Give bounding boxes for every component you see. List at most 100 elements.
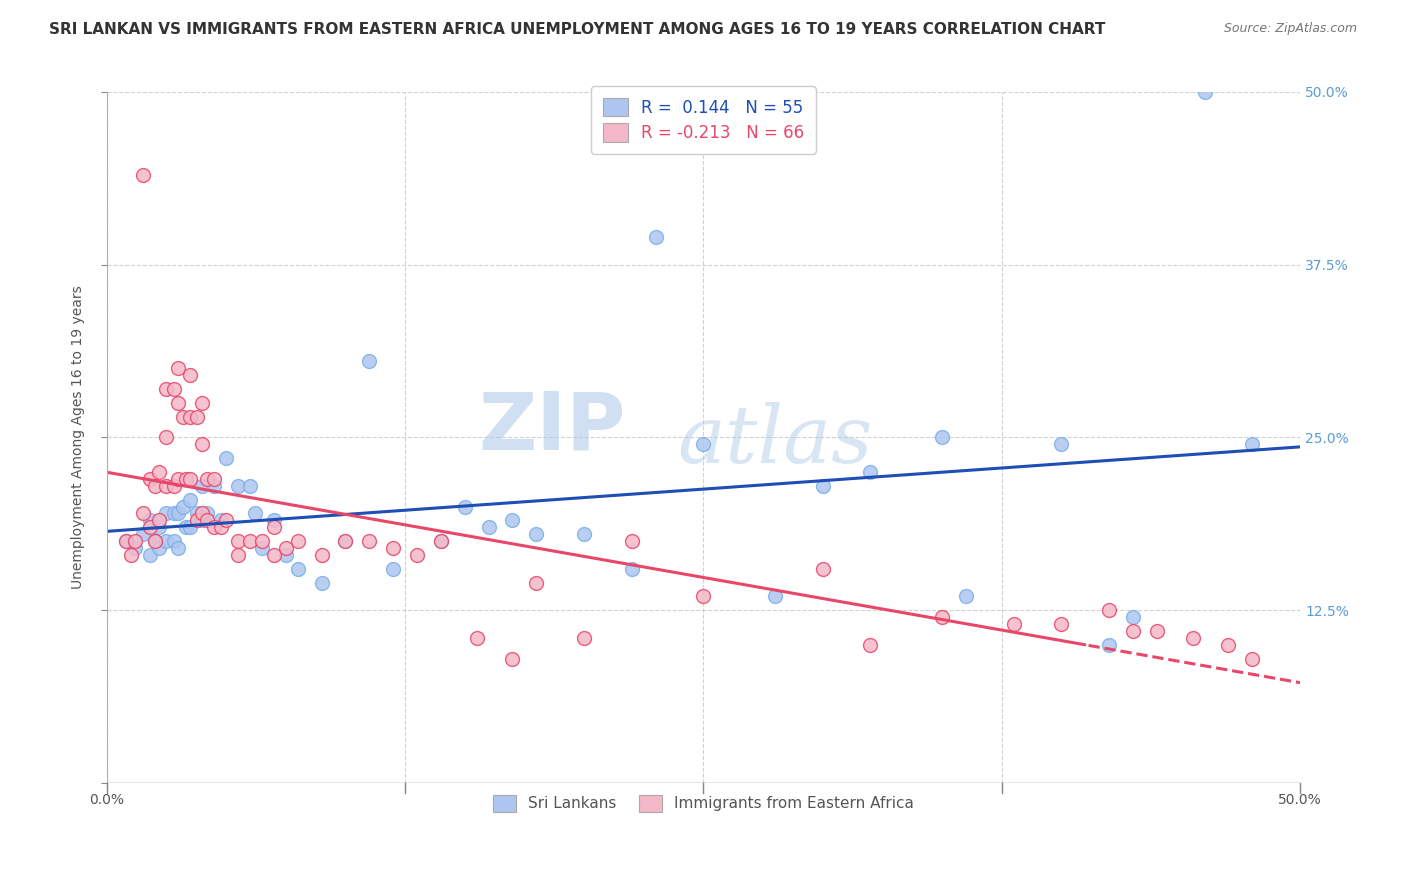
Point [250, 534, 273, 549]
Point [454, 500, 477, 514]
Point [692, 590, 714, 604]
Point [155, 382, 177, 396]
Point [174, 520, 197, 534]
Point [1050, 617, 1073, 632]
Point [162, 507, 184, 521]
Point [1002, 617, 1025, 632]
Point [148, 513, 170, 527]
Point [274, 548, 297, 562]
Point [172, 409, 194, 424]
Point [955, 590, 977, 604]
Point [195, 472, 218, 486]
Point [191, 437, 214, 451]
Point [148, 520, 170, 534]
Point [148, 465, 170, 479]
Point [811, 562, 834, 576]
Point [382, 562, 405, 576]
Point [179, 472, 201, 486]
Point [250, 541, 273, 555]
Point [215, 451, 238, 466]
Point [167, 396, 190, 410]
Point [191, 507, 214, 521]
Point [138, 520, 160, 534]
Text: Source: ZipAtlas.com: Source: ZipAtlas.com [1223, 22, 1357, 36]
Point [1241, 437, 1264, 451]
Point [1181, 631, 1204, 645]
Point [382, 541, 405, 555]
Point [524, 527, 547, 541]
Point [167, 541, 190, 555]
Point [226, 548, 249, 562]
Point [335, 534, 357, 549]
Point [274, 541, 297, 555]
Point [478, 520, 501, 534]
Point [138, 548, 160, 562]
Point [131, 507, 153, 521]
Y-axis label: Unemployment Among Ages 16 to 19 years: Unemployment Among Ages 16 to 19 years [72, 285, 86, 590]
Point [1098, 603, 1121, 617]
Point [811, 479, 834, 493]
Point [186, 513, 208, 527]
Point [226, 479, 249, 493]
Point [179, 409, 201, 424]
Point [524, 575, 547, 590]
Point [1122, 610, 1144, 624]
Legend: Sri Lankans, Immigrants from Eastern Africa: Sri Lankans, Immigrants from Eastern Afr… [481, 782, 927, 824]
Point [763, 590, 786, 604]
Point [195, 513, 218, 527]
Point [131, 168, 153, 182]
Point [287, 562, 309, 576]
Point [263, 513, 285, 527]
Point [148, 541, 170, 555]
Point [1050, 437, 1073, 451]
Point [202, 472, 225, 486]
Point [209, 520, 232, 534]
Point [1218, 638, 1240, 652]
Point [359, 354, 381, 368]
Point [620, 534, 643, 549]
Point [1122, 624, 1144, 638]
Point [859, 465, 882, 479]
Point [167, 361, 190, 376]
Point [195, 507, 218, 521]
Point [263, 548, 285, 562]
Point [359, 534, 381, 549]
Point [143, 534, 166, 549]
Point [620, 562, 643, 576]
Point [226, 534, 249, 549]
Point [131, 527, 153, 541]
Point [311, 548, 333, 562]
Point [243, 507, 266, 521]
Point [287, 534, 309, 549]
Point [143, 534, 166, 549]
Point [1241, 651, 1264, 665]
Point [174, 472, 197, 486]
Point [263, 520, 285, 534]
Point [179, 520, 201, 534]
Point [115, 534, 138, 549]
Point [191, 396, 214, 410]
Point [162, 382, 184, 396]
Text: ZIP: ZIP [478, 388, 626, 467]
Point [1194, 85, 1216, 99]
Point [124, 541, 146, 555]
Point [191, 513, 214, 527]
Point [191, 479, 214, 493]
Point [430, 534, 453, 549]
Text: atlas: atlas [678, 402, 873, 480]
Text: SRI LANKAN VS IMMIGRANTS FROM EASTERN AFRICA UNEMPLOYMENT AMONG AGES 16 TO 19 YE: SRI LANKAN VS IMMIGRANTS FROM EASTERN AF… [49, 22, 1105, 37]
Point [167, 472, 190, 486]
Point [465, 631, 488, 645]
Point [186, 409, 208, 424]
Point [572, 527, 595, 541]
Point [202, 520, 225, 534]
Point [202, 479, 225, 493]
Point [155, 430, 177, 444]
Point [502, 651, 524, 665]
Point [239, 479, 262, 493]
Point [155, 479, 177, 493]
Point [502, 513, 524, 527]
Point [138, 513, 160, 527]
Point [162, 534, 184, 549]
Point [692, 437, 714, 451]
